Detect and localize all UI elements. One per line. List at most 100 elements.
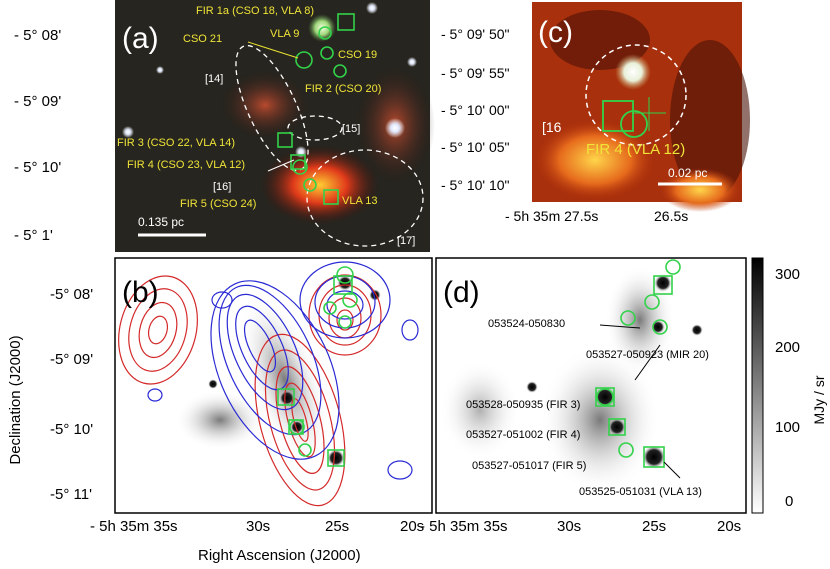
label-cso21: CSO 21 bbox=[183, 33, 222, 45]
panel-b-square-marker bbox=[277, 388, 295, 406]
ra-tick-b: 30s bbox=[246, 518, 270, 535]
scalebar-c-label: 0.02 pc bbox=[668, 166, 707, 180]
region-15-outline bbox=[287, 115, 343, 141]
panel-c-dec-tick: - 5° 09' 55" bbox=[441, 65, 510, 81]
colorbar: 300 200 100 0 MJy / sr bbox=[751, 257, 827, 514]
panel-d-circle-marker bbox=[618, 442, 634, 458]
ra-tick-d: 30s bbox=[557, 518, 581, 535]
panel-a-nebula bbox=[260, 145, 380, 225]
colorbar-tick: 0 bbox=[785, 493, 793, 510]
panel-d-square-marker bbox=[643, 446, 665, 468]
panel-a-star bbox=[156, 66, 164, 74]
panel-d-circle-marker bbox=[665, 259, 681, 275]
panel-b-dec-tick: -5° 11' bbox=[50, 486, 92, 503]
panel-b-square-marker bbox=[333, 275, 353, 295]
label-vla9: VLA 9 bbox=[270, 28, 299, 40]
panel-d-square-marker bbox=[595, 387, 615, 407]
panel-d-square-marker bbox=[608, 418, 626, 436]
panel-b-dark-source bbox=[208, 379, 218, 389]
colorbar-gradient bbox=[751, 257, 764, 514]
label-fir4: FIR 4 (CSO 23, VLA 12) bbox=[127, 159, 245, 171]
label-fir2: FIR 2 (CSO 20) bbox=[305, 83, 381, 95]
colorbar-tick: 200 bbox=[775, 339, 800, 356]
vla13-square-marker bbox=[323, 189, 339, 205]
region-17-outline bbox=[306, 149, 424, 247]
panel-b-dark-source bbox=[279, 390, 295, 406]
leader-line bbox=[247, 41, 299, 59]
panel-b-dec-tick: -5° 10' bbox=[50, 421, 93, 438]
panel-b-emission bbox=[175, 390, 265, 450]
label-fir5: FIR 5 (CSO 24) bbox=[180, 198, 256, 210]
panel-d-label-s5: 053527-051017 (FIR 5) bbox=[472, 460, 586, 472]
label-region-16: [16] bbox=[213, 181, 231, 193]
panel-d-tag: (d) bbox=[443, 276, 480, 309]
panel-d-label-s1: 053524-050830 bbox=[488, 318, 565, 330]
panel-c-bright-source bbox=[615, 54, 651, 90]
panel-d-circle-marker bbox=[596, 388, 614, 406]
panel-b-circle-marker bbox=[342, 292, 358, 308]
panel-b-circle-marker bbox=[338, 315, 352, 329]
panel-b-emission bbox=[239, 294, 331, 466]
panel-d-leaders bbox=[599, 324, 681, 479]
fir2-circle-marker bbox=[333, 64, 347, 78]
panel-d-label-s4: 053527-051002 (FIR 4) bbox=[466, 429, 580, 441]
panel-c-label-16: [16 bbox=[542, 119, 562, 135]
panel-b-circle-marker bbox=[323, 301, 337, 315]
panel-b-square-marker bbox=[327, 449, 345, 467]
panel-a-star bbox=[366, 2, 378, 14]
panel-b-dec-tick: -5° 08' bbox=[50, 286, 93, 303]
scalebar-a-label: 0.135 pc bbox=[138, 215, 184, 229]
panel-d-dark-source bbox=[654, 274, 672, 292]
panel-d-dark-source bbox=[691, 324, 703, 336]
colorbar-unit: MJy / sr bbox=[811, 375, 827, 424]
ra-tick-b: 20s bbox=[400, 518, 424, 535]
panel-b-dec-tick: -5° 09' bbox=[50, 351, 93, 368]
panel-d-label-s3: 053528-050935 (FIR 3) bbox=[466, 399, 580, 411]
label-vla13: VLA 13 bbox=[342, 195, 377, 207]
panel-c-dec-tick: - 5° 10' 00" bbox=[441, 102, 510, 118]
cso21-circle-marker bbox=[295, 51, 313, 69]
fir4-circle-marker bbox=[292, 159, 308, 175]
panel-c-dec-tick: - 5° 09' 50" bbox=[441, 26, 510, 42]
panel-c-glow bbox=[660, 168, 740, 212]
panel-a-dec-tick: - 5° 08' bbox=[14, 27, 61, 44]
panel-d-circle-marker bbox=[620, 310, 636, 326]
colorbar-tick: 300 bbox=[775, 266, 800, 283]
panel-d-circle-marker bbox=[644, 294, 660, 310]
panel-b-tag: (b) bbox=[122, 276, 159, 309]
panel-d-emission bbox=[605, 265, 675, 375]
ra-tick-d: - 5h 35m 35s bbox=[420, 518, 508, 535]
panel-c-glow bbox=[535, 120, 655, 200]
panel-c-label-fir4: FIR 4 (VLA 12) bbox=[586, 141, 685, 158]
panel-d-emission bbox=[440, 360, 520, 460]
fir1-square-marker bbox=[337, 13, 355, 31]
panel-b-dark-source bbox=[327, 449, 345, 467]
panel-b-dark-source bbox=[290, 420, 304, 434]
panel-d-emission bbox=[540, 345, 660, 495]
panel-d-label-s6: 053525-051031 (VLA 13) bbox=[579, 486, 702, 498]
cso19-circle-marker bbox=[320, 46, 334, 60]
panel-c-dark-region bbox=[670, 40, 750, 200]
vla9-circle-marker bbox=[318, 26, 332, 40]
ra-tick-b: - 5h 35m 35s bbox=[90, 518, 178, 535]
ra-tick-d: 20s bbox=[717, 518, 741, 535]
panel-b-circle-marker bbox=[289, 419, 305, 435]
label-region-15: [15] bbox=[342, 123, 360, 135]
fir3-square-marker bbox=[277, 132, 293, 148]
panel-d-dark-source bbox=[608, 418, 626, 436]
panel-c-square-marker bbox=[602, 100, 634, 132]
panel-b: (b) -5° 08' -5° 09' -5° 10' -5° 11' bbox=[50, 257, 433, 514]
panel-c-ra-tick: 26.5s bbox=[654, 208, 688, 224]
label-cso19: CSO 19 bbox=[338, 49, 377, 61]
ra-tick-d: 25s bbox=[642, 518, 666, 535]
label-region-14: [14] bbox=[205, 73, 223, 85]
panel-d: (d) 053524-050830 053527-050923 (MIR 20)… bbox=[435, 257, 747, 514]
panel-d-circle-marker bbox=[652, 319, 668, 335]
panel-a-dec-tick: - 5° 09' bbox=[14, 93, 61, 110]
xlabel: Right Ascension (J2000) bbox=[198, 547, 361, 564]
panel-a: (a) - 5° 08' - 5° 09' - 5° 10' - 5° 1' F… bbox=[14, 0, 435, 252]
fir5-circle-marker bbox=[303, 178, 317, 192]
panel-a-dec-tick: - 5° 10' bbox=[14, 159, 61, 176]
panel-c-tag: (c) bbox=[538, 16, 573, 49]
